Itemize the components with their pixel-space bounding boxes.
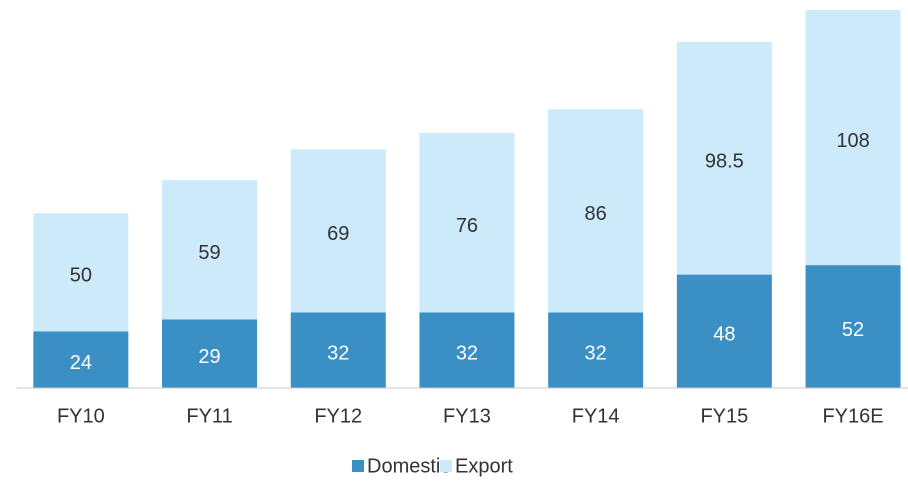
data-label: 86 [585,203,607,225]
data-label: 48 [713,324,735,346]
data-label: 52 [842,319,864,341]
bar-segment [33,213,129,332]
data-label: 59 [198,242,220,264]
data-label: 98.5 [705,151,744,173]
data-label: 32 [327,342,349,364]
x-tick-label: FY14 [572,405,620,427]
data-label: 32 [456,342,478,364]
bar-segment [548,109,644,313]
bar-segment [419,132,515,313]
bar-segment [162,319,258,388]
bar-segment [419,312,515,388]
data-label: 24 [70,352,92,374]
legend-label: Domestic [367,455,450,477]
x-tick-label: FY15 [700,405,748,427]
bar-segment [676,274,772,388]
x-tick-label: FY12 [314,405,362,427]
bar-segment [805,265,901,388]
data-label: 50 [70,265,92,287]
data-label: 32 [585,342,607,364]
legend-swatch [440,460,452,472]
bar-segment [676,41,772,275]
x-tick-label: FY11 [186,405,232,427]
x-tick-label: FY10 [57,405,105,427]
data-label: 108 [836,130,869,152]
bar-segment [805,10,901,266]
bar-segment [162,180,258,320]
legend-swatch [352,460,364,472]
x-tick-label: FY13 [443,405,491,427]
bar-segment [33,331,129,388]
data-label: 29 [198,346,220,368]
x-tick-label: FY16E [822,405,883,427]
bar-segment [548,312,644,388]
data-label: 69 [327,223,349,245]
data-label: 76 [456,215,478,237]
bar-segment [290,312,386,388]
legend-label: Export [455,455,513,477]
bar-segment [290,149,386,313]
